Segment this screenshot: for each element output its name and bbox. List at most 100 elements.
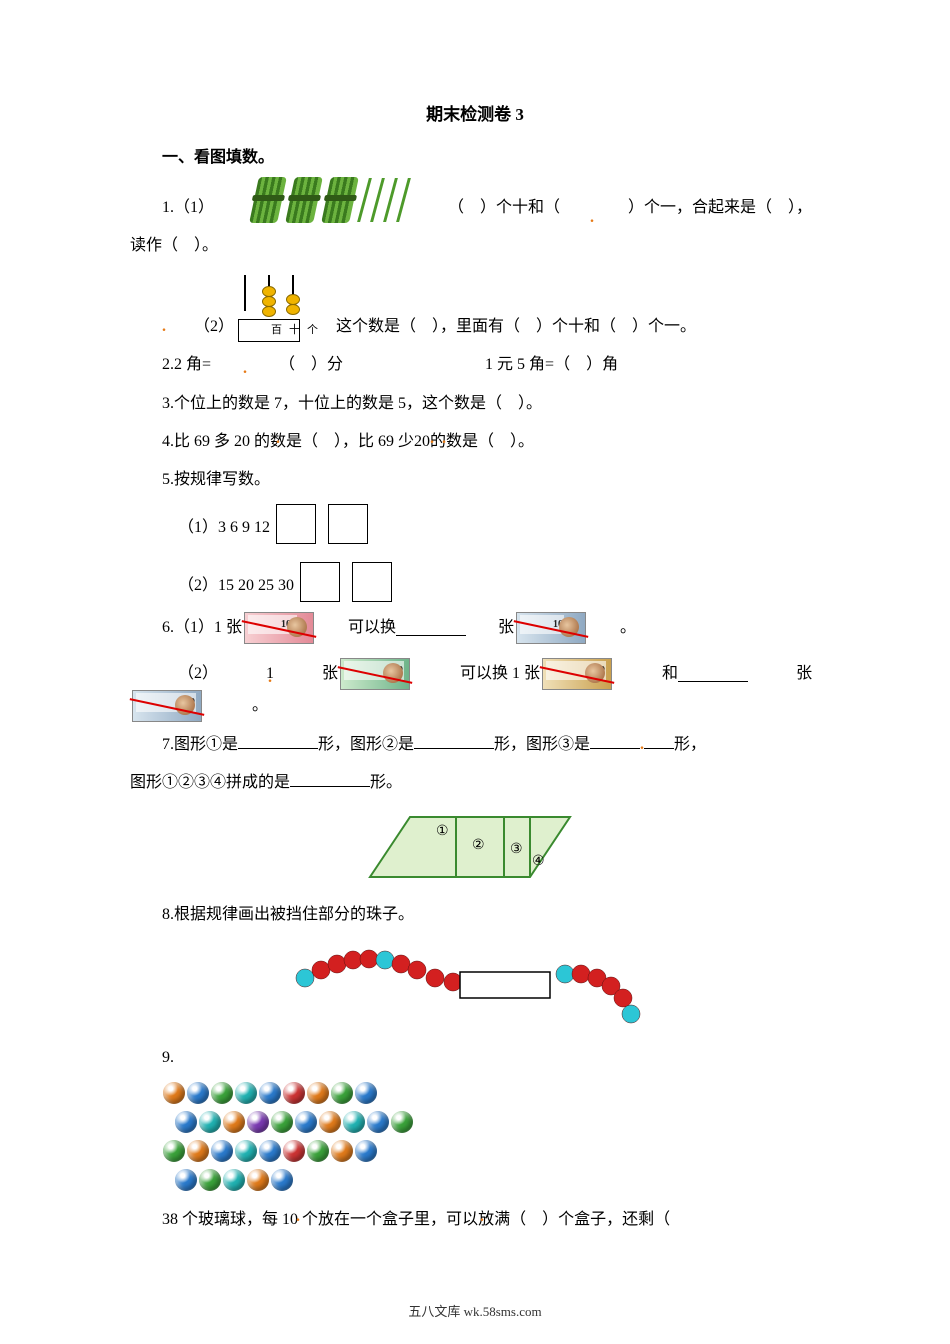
answer-box[interactable] [328,504,368,544]
marble [319,1111,341,1133]
q4-a: 4.比 69 多 2 [162,433,242,450]
q7-line1: 7.图形①是形，图形②是形，图形③是.形， [130,730,820,760]
shape-label-4: ④ [532,854,545,869]
marble [283,1140,305,1162]
beads-svg [265,938,685,1028]
answer-blank[interactable] [414,732,494,749]
marble [187,1140,209,1162]
stick-single [383,178,398,222]
banknote-20: 20 [542,658,612,690]
q9-text-b: 10 个放在一个盒子里， [278,1211,446,1228]
stick-bundle [321,177,359,223]
shape-label-3: ③ [510,842,523,857]
marble [223,1169,245,1191]
q1-2-prefix: （2） [162,312,234,342]
marble [367,1111,389,1133]
q6-2-a: （2） [130,659,218,689]
stick-single [370,178,385,222]
q6-1-a: 6.（1）1 张 [130,613,242,643]
q1-1-text-b: ）个一，合起来是（ ）， [596,193,812,223]
marble [259,1082,281,1104]
answer-blank[interactable] [290,770,370,787]
q7-line2-b: 形。 [370,774,402,791]
marble [331,1140,353,1162]
edit-dot-icon: . [560,193,596,223]
q1-1-line2: 读作（ ）。 [130,231,820,261]
q6-1-c: 张 [466,613,514,643]
q5-2-prefix: （2）15 20 25 30 [130,571,294,601]
q9-dot2-wrap: .可 [446,1211,462,1228]
answer-blank[interactable] [396,619,466,636]
q7-a: 7.图形①是 [162,736,238,753]
beads-figure [130,938,820,1033]
marble [283,1082,305,1104]
q1-1: 1.（1） （ ）个十和（ . ）个一，合起来是（ ）， [130,177,820,223]
marble [211,1140,233,1162]
q1-1-text-a: （ ）个十和（ [416,193,560,223]
q3: 3.个位上的数是 7，十位上的数是 5，这个数是（ ）。 [130,389,820,419]
q6-2-one: .1 [218,659,274,689]
q7-line2-a: 图形①②③④拼成的是 [130,774,290,791]
q5-1: （1）3 6 9 12 [130,504,820,544]
q7-d: 形， [674,736,706,753]
q6-2-e: 张 [748,659,812,689]
q6-1-d: 。 [588,613,636,643]
q6-2-c: 可以换 1 张 [412,659,540,689]
edit-dot-icon: . [220,663,272,693]
marbles-figure [162,1081,820,1197]
edit-dot-icon: . [264,1202,300,1232]
page-footer: 五八文库 wk.58sms.com [0,1301,950,1320]
q6-1: 6.（1）1 张 100 可以换 张 10 。 [130,612,820,644]
shape-label-1: ① [436,824,449,839]
marble [307,1140,329,1162]
q9: 9. [130,1043,820,1073]
q4-num2: .20. [414,433,430,450]
answer-blank[interactable] [238,732,318,749]
marble [199,1169,221,1191]
marble [187,1082,209,1104]
marble [247,1169,269,1191]
abacus-label-hundred: 百 [239,320,257,341]
edit-dot-icon: . [130,312,166,342]
edit-dot-icon: . [448,1202,484,1232]
q2-c: 1 元 5 角=（ ）角 [453,350,618,380]
q2: 2.2 角= . （ ）分 1 元 5 角=（ ）角 [130,350,820,380]
answer-blank[interactable] [678,665,748,682]
marble [235,1082,257,1104]
q6-2-d: 和 [614,659,678,689]
marble [235,1140,257,1162]
answer-box[interactable] [300,562,340,602]
q6-2: （2） .1 张 50 可以换 1 张 20 和 张 10 。 [130,658,820,722]
banknote-100: 100 [244,612,314,644]
answer-box[interactable] [276,504,316,544]
marble [295,1111,317,1133]
marble [271,1111,293,1133]
q2-a: 2.2 角= [130,350,211,380]
section-1-heading: 一、看图填数。 [130,143,820,167]
shape-label-2: ② [472,838,485,853]
q1-2-text: 这个数是（ ），里面有（ ）个十和（ ）个一。 [304,312,696,342]
q1-2: . （2） 百 十 个 这个数是（ ），里 [130,275,820,342]
marble [271,1169,293,1191]
marble [355,1140,377,1162]
abacus-col-hundreds [238,275,252,317]
parallelogram-svg: ① ② ③ ④ [360,807,590,887]
q6-2-f: 。 [204,691,268,721]
q7-b: 形，图形②是 [318,736,414,753]
sticks-figure [220,177,408,223]
banknote-10: 10 [516,612,586,644]
q5-1-prefix: （1）3 6 9 12 [130,513,270,543]
shapes-figure: ① ② ③ ④ [130,807,820,892]
marble [331,1082,353,1104]
marble [343,1111,365,1133]
answer-box[interactable] [352,562,392,602]
q9-dot1-wrap: .每 [262,1211,278,1228]
q6-1-b: 可以换 [316,613,396,643]
answer-blank[interactable] [644,732,674,749]
abacus-base: 百 十 个 [238,319,300,342]
q9-text-a: 38 个玻璃球， [162,1211,262,1228]
answer-blank[interactable] [590,732,640,749]
q4: 4.比 69 多 20. 的数是（ ），比 69 少.20.的数是（ ）。 [130,427,820,457]
abacus-figure: 百 十 个 [238,275,300,342]
marble [223,1111,245,1133]
